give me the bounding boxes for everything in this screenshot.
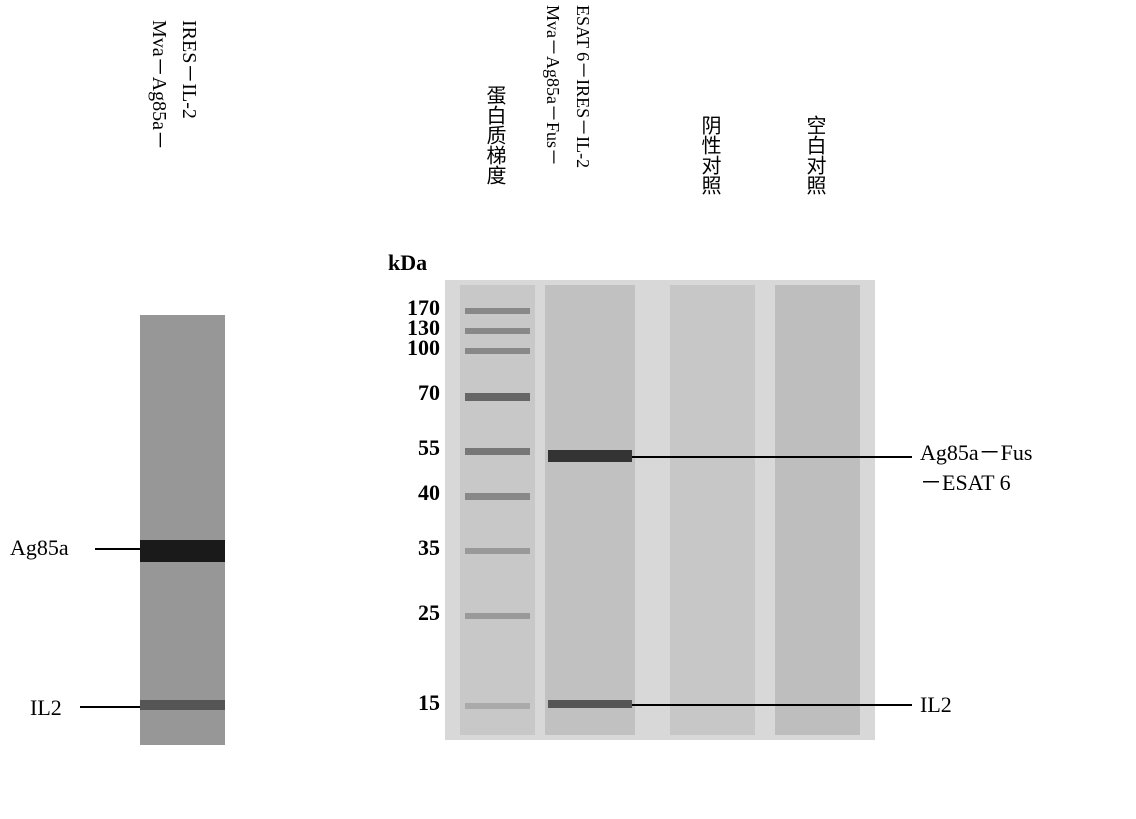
band-fusion xyxy=(548,450,632,462)
ladder-170 xyxy=(465,308,530,314)
label-fusion-2: －ESAT 6 xyxy=(920,465,1011,497)
lane-label-negative-t: 阴性对照 xyxy=(698,115,720,195)
lane-label-sample-1t: Mva－Ag85a－Fus－ xyxy=(543,5,563,166)
ladder-100 xyxy=(465,348,530,354)
marker-70: 70 xyxy=(380,380,440,406)
ladder-25 xyxy=(465,613,530,619)
label-il2-left-text: IL2 xyxy=(30,695,62,720)
marker-40-v: 40 xyxy=(418,480,440,505)
ladder-40 xyxy=(465,493,530,500)
ladder-55 xyxy=(465,448,530,455)
label-ag85a: Ag85a xyxy=(10,535,69,561)
band-ag85a xyxy=(140,540,225,562)
lane-label-ladder-t: 蛋白质梯度 xyxy=(483,85,505,185)
leader-ag85a xyxy=(95,548,140,550)
marker-25: 25 xyxy=(380,600,440,626)
kda-label: kDa xyxy=(388,250,427,276)
negative-lane xyxy=(670,285,755,735)
label-fusion-1: Ag85a－Fus xyxy=(920,435,1032,467)
marker-35-v: 35 xyxy=(418,535,440,560)
label-fusion-2t: －ESAT 6 xyxy=(920,470,1011,495)
blank-lane xyxy=(775,285,860,735)
lane-label-blank: 空白对照 xyxy=(800,115,829,195)
marker-55-v: 55 xyxy=(418,435,440,460)
lane-label-sample-1: Mva－Ag85a－Fus－ xyxy=(540,5,566,166)
marker-70-v: 70 xyxy=(418,380,440,405)
ladder-15 xyxy=(465,703,530,709)
ladder-70 xyxy=(465,393,530,401)
lane-label-negative: 阴性对照 xyxy=(695,115,724,195)
marker-55: 55 xyxy=(380,435,440,461)
left-lane-label-l2: IRES－IL-2 xyxy=(178,20,200,119)
marker-15: 15 xyxy=(380,690,440,716)
lane-label-sample-2: ESAT 6－IRES－IL-2 xyxy=(570,5,596,168)
lane-label-sample-2t: ESAT 6－IRES－IL-2 xyxy=(573,5,593,168)
band-il2-left xyxy=(140,700,225,710)
lane-label-ladder: 蛋白质梯度 xyxy=(480,85,509,185)
marker-100: 100 xyxy=(380,335,440,361)
ladder-130 xyxy=(465,328,530,334)
marker-15-v: 15 xyxy=(418,690,440,715)
left-lane-label: Mva－Ag85a－ xyxy=(145,20,174,150)
leader-fusion xyxy=(632,456,912,458)
left-lane-label-2: IRES－IL-2 xyxy=(175,20,204,119)
label-il2-right-t: IL2 xyxy=(920,692,952,717)
label-ag85a-text: Ag85a xyxy=(10,535,69,560)
marker-35: 35 xyxy=(380,535,440,561)
marker-25-v: 25 xyxy=(418,600,440,625)
label-il2-right: IL2 xyxy=(920,692,952,718)
left-gel-strip xyxy=(140,315,225,745)
marker-40: 40 xyxy=(380,480,440,506)
ladder-35 xyxy=(465,548,530,554)
label-il2-left: IL2 xyxy=(30,695,62,721)
marker-100-v: 100 xyxy=(407,335,440,360)
sample-lane xyxy=(545,285,635,735)
leader-il2-right xyxy=(632,704,912,706)
band-il2-right xyxy=(548,700,632,708)
left-lane-label-l1: Mva－Ag85a－ xyxy=(148,20,170,150)
lane-label-blank-t: 空白对照 xyxy=(803,115,825,195)
leader-il2-left xyxy=(80,706,140,708)
kda-text: kDa xyxy=(388,250,427,275)
label-fusion-1t: Ag85a－Fus xyxy=(920,440,1032,465)
